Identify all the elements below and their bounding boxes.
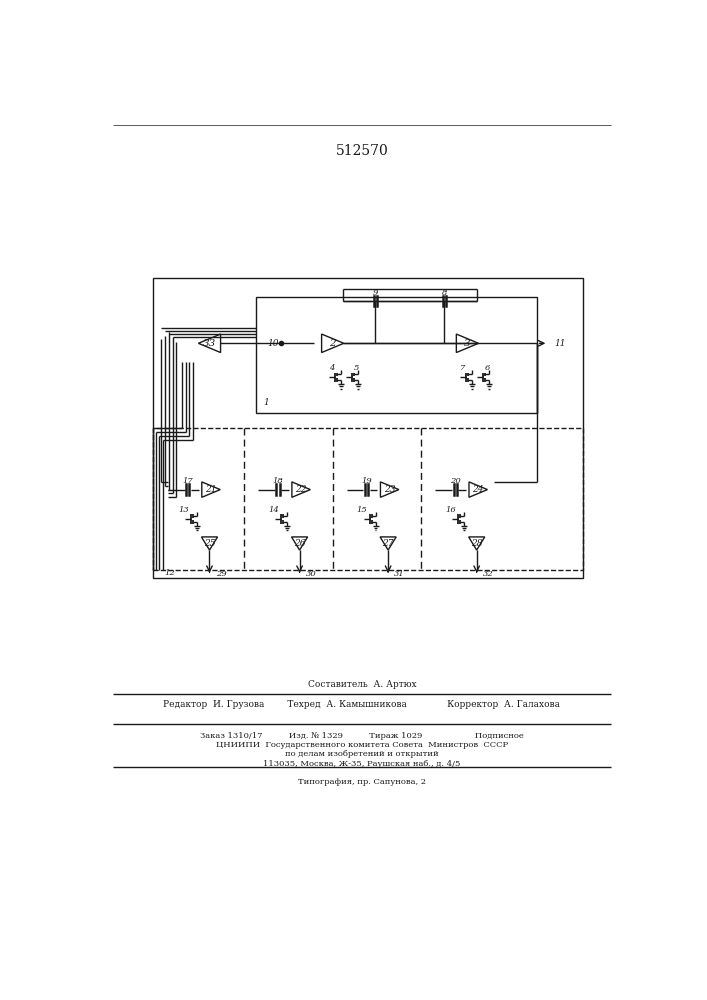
Text: 12: 12 [164,569,175,577]
Text: 8: 8 [442,289,447,297]
Text: 31: 31 [395,570,405,578]
Bar [153,278,583,578]
Text: 6: 6 [485,364,490,372]
Text: Составитель  А. Артюх: Составитель А. Артюх [308,680,416,689]
Text: Редактор  И. Грузова        Техред  А. Камышникова              Корректор  А. Га: Редактор И. Грузова Техред А. Камышников… [163,700,561,709]
Text: 14: 14 [268,506,279,514]
Polygon shape [201,537,218,550]
Polygon shape [291,537,308,550]
Text: 23: 23 [384,485,395,494]
Text: 15: 15 [356,506,368,514]
Polygon shape [201,482,221,497]
Text: 29: 29 [216,570,226,578]
Polygon shape [456,334,479,353]
Polygon shape [199,334,221,353]
Text: 7: 7 [460,364,465,372]
Text: 30: 30 [305,570,317,578]
Text: 512570: 512570 [336,144,388,158]
Text: 4: 4 [329,364,334,372]
Text: 17: 17 [182,477,193,485]
Text: Заказ 1310/17          Изд. № 1329          Тираж 1029                    Подпис: Заказ 1310/17 Изд. № 1329 Тираж 1029 Под… [200,732,524,740]
Text: 32: 32 [483,570,493,578]
Text: 22: 22 [296,485,307,494]
Bar [256,297,537,413]
Text: по делам изобретений и открытий: по делам изобретений и открытий [285,750,439,758]
Text: ЦНИИПИ  Государственного комитета Совета  Министров  СССР: ЦНИИПИ Государственного комитета Совета … [216,741,508,749]
Text: 20: 20 [450,477,460,485]
Polygon shape [380,537,396,550]
Text: 19: 19 [361,477,372,485]
Text: 13: 13 [178,506,189,514]
Text: Типография, пр. Сапунова, 2: Типография, пр. Сапунова, 2 [298,778,426,786]
Text: 27: 27 [382,539,394,548]
Text: 25: 25 [204,539,215,548]
Text: 24: 24 [472,485,484,494]
Text: 16: 16 [445,506,456,514]
Text: 1: 1 [264,398,269,407]
Text: 18: 18 [273,477,284,485]
Polygon shape [469,482,487,497]
Text: 26: 26 [294,539,305,548]
Text: 3: 3 [464,339,471,348]
Text: 11: 11 [554,339,566,348]
Text: 33: 33 [203,339,216,348]
Polygon shape [322,334,344,353]
Text: 2: 2 [329,339,336,348]
Text: 9: 9 [373,289,378,297]
Polygon shape [469,537,485,550]
Text: 10: 10 [267,339,279,348]
Bar [153,428,583,570]
Text: 113035, Москва, Ж-35, Раушская наб., д. 4/5: 113035, Москва, Ж-35, Раушская наб., д. … [263,760,461,768]
Polygon shape [292,482,310,497]
Polygon shape [380,482,399,497]
Text: 28: 28 [471,539,482,548]
Text: 21: 21 [205,485,217,494]
Text: 5: 5 [354,364,359,372]
